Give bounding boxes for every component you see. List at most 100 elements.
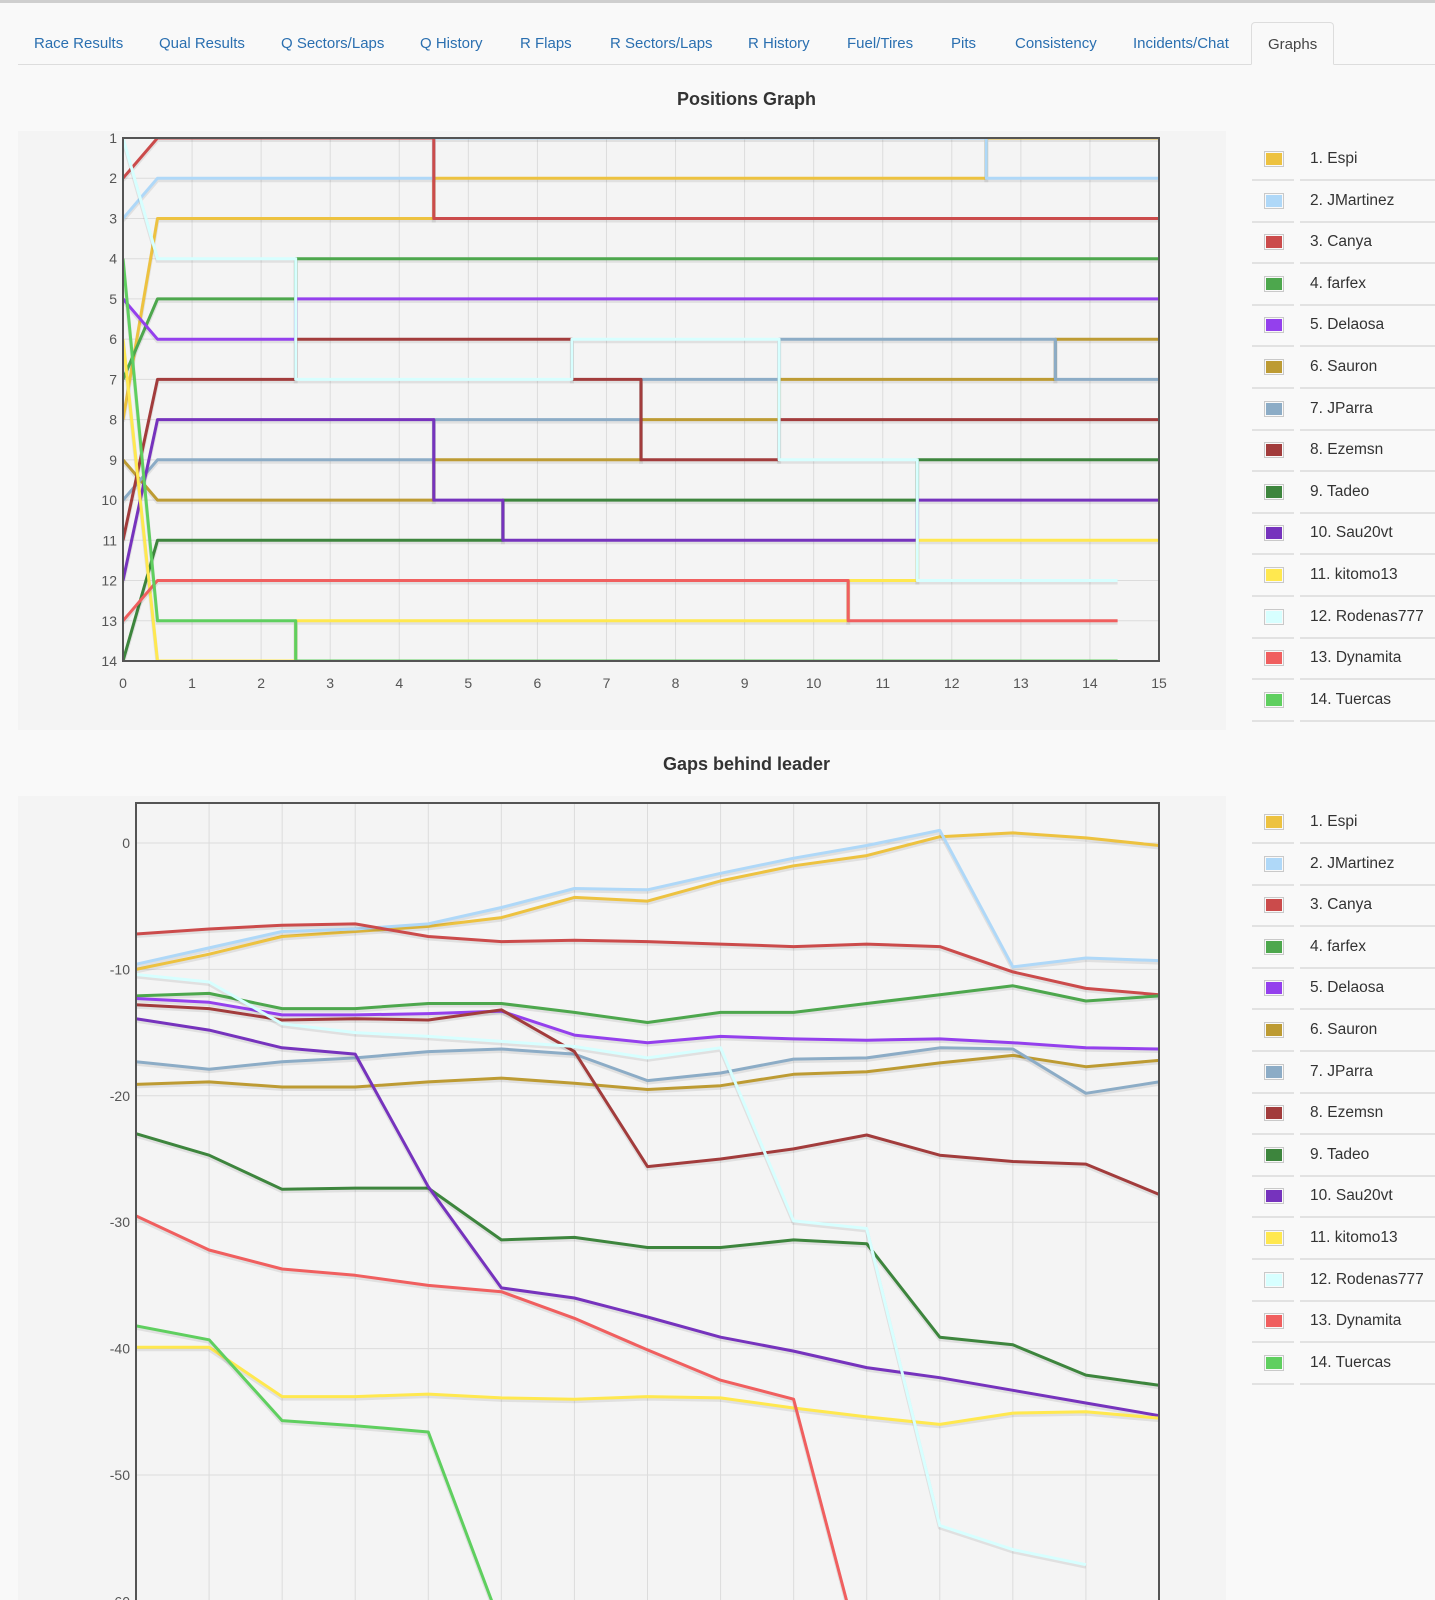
legend-divider bbox=[1252, 883, 1294, 886]
legend-item-espi: 1. Espi bbox=[1252, 140, 1435, 181]
series-line-kitomo13 bbox=[136, 1345, 1159, 1426]
legend-divider bbox=[1252, 1216, 1294, 1219]
legend-divider bbox=[1300, 553, 1435, 556]
x-tick-label: 2 bbox=[257, 675, 265, 691]
series-line-delaosa bbox=[136, 997, 1159, 1051]
legend-swatch bbox=[1264, 483, 1284, 500]
x-tick-label: 10 bbox=[806, 675, 822, 691]
legend-divider bbox=[1252, 553, 1294, 556]
tab-r-history[interactable]: R History bbox=[748, 35, 810, 52]
legend-swatch bbox=[1264, 938, 1284, 955]
y-tick-label: 11 bbox=[102, 532, 117, 548]
legend-label: 6. Sauron bbox=[1310, 1021, 1378, 1038]
tab-race-results[interactable]: Race Results bbox=[34, 35, 124, 52]
legend-divider bbox=[1300, 842, 1435, 844]
x-tick-label: 14 bbox=[1082, 675, 1098, 691]
plot-border bbox=[122, 137, 1160, 662]
tick-labels: 0 -10 -20 -30 -40 -50 -60 bbox=[110, 835, 130, 1600]
series-line-jmartinez bbox=[123, 138, 1159, 220]
legend-item-canya: 3. Canya bbox=[1252, 223, 1435, 265]
series-shadow bbox=[136, 832, 1159, 974]
x-tick-label: 1 bbox=[188, 675, 196, 691]
y-tick-label: 4 bbox=[109, 251, 117, 267]
legend-item-sauron: 6. Sauron bbox=[1252, 348, 1435, 389]
legend-item-ezemsn: 8. Ezemsn bbox=[1252, 431, 1435, 473]
legend-divider bbox=[1300, 1091, 1435, 1094]
legend-divider bbox=[1300, 1299, 1435, 1302]
legend-swatch bbox=[1264, 1313, 1284, 1330]
legend-divider bbox=[1252, 636, 1294, 639]
legend-item-jmartinez: 2. JMartinez bbox=[1252, 845, 1435, 886]
tab-r-sectors-laps[interactable]: R Sectors/Laps bbox=[610, 35, 713, 52]
legend-divider bbox=[1300, 387, 1435, 389]
chart-background bbox=[18, 131, 1226, 730]
legend-divider bbox=[1300, 1008, 1435, 1011]
x-tick-label: 4 bbox=[395, 675, 403, 691]
legend-divider bbox=[1252, 966, 1294, 969]
legend-divider bbox=[1252, 220, 1294, 223]
y-tick-label: -20 bbox=[110, 1088, 130, 1104]
legend-divider bbox=[1252, 470, 1294, 473]
legend-divider bbox=[1300, 678, 1435, 681]
tab-r-flaps[interactable]: R Flaps bbox=[520, 35, 572, 52]
legend-item-rodenas777: 12. Rodenas777 bbox=[1252, 1261, 1435, 1302]
legend-label: 3. Canya bbox=[1310, 233, 1373, 251]
x-tick-label: 11 bbox=[875, 675, 890, 691]
series-shadow bbox=[123, 138, 1159, 223]
legend-label: 12. Rodenas777 bbox=[1310, 1270, 1424, 1288]
legend-swatch bbox=[1264, 1022, 1284, 1038]
tab-qual-results[interactable]: Qual Results bbox=[159, 35, 245, 52]
tab-incidents-chat[interactable]: Incidents/Chat bbox=[1133, 35, 1229, 52]
legend-item-espi: 1. Espi bbox=[1252, 803, 1435, 844]
series-shadow bbox=[123, 580, 1118, 625]
legend-swatch bbox=[1264, 1146, 1284, 1163]
series-line-espi bbox=[136, 831, 1159, 971]
tab-graphs[interactable]: Graphs bbox=[1251, 22, 1335, 65]
legend-divider bbox=[1300, 303, 1435, 306]
legend-label: 11. kitomo13 bbox=[1310, 1229, 1398, 1246]
legend-divider bbox=[1300, 1216, 1435, 1219]
legend-item-sauron: 6. Sauron bbox=[1252, 1011, 1435, 1052]
legend-swatch bbox=[1264, 691, 1284, 708]
tab-consistency[interactable]: Consistency bbox=[1015, 35, 1097, 52]
series-shadow bbox=[123, 298, 1159, 344]
series-shadow bbox=[136, 1325, 493, 1600]
tab-q-sectors-laps[interactable]: Q Sectors/Laps bbox=[281, 35, 385, 52]
legend-divider bbox=[1252, 387, 1294, 389]
legend-label: 11. kitomo13 bbox=[1310, 566, 1398, 583]
legend-divider bbox=[1252, 1299, 1294, 1302]
legend-label: 3. Canya bbox=[1310, 896, 1373, 914]
series-shadow bbox=[123, 419, 1159, 583]
series-line-canya bbox=[123, 138, 1159, 220]
x-tick-label: 3 bbox=[326, 675, 334, 691]
y-tick-label: 0 bbox=[122, 835, 130, 851]
tab-q-history[interactable]: Q History bbox=[420, 35, 483, 52]
legend-divider bbox=[1252, 678, 1294, 681]
tab-bar: Race Results Qual Results Q Sectors/Laps Q … bbox=[18, 22, 1435, 65]
positions-chart-title: Positions Graph bbox=[676, 89, 817, 109]
x-tick-label: 7 bbox=[603, 675, 611, 691]
legend-label: 8. Ezemsn bbox=[1310, 441, 1384, 459]
tab-pits[interactable]: Pits bbox=[951, 35, 977, 52]
legend-item-delaosa: 5. Delaosa bbox=[1252, 969, 1435, 1011]
legend-label: 6. Sauron bbox=[1310, 358, 1378, 375]
legend-divider bbox=[1252, 1008, 1294, 1011]
y-tick-label: 5 bbox=[109, 291, 117, 307]
series-shadow bbox=[123, 138, 1159, 222]
series-line-tadeo bbox=[123, 458, 1159, 661]
legend-label: 5. Delaosa bbox=[1310, 316, 1385, 334]
legend-divider bbox=[1300, 428, 1435, 431]
y-tick-label: 7 bbox=[109, 371, 117, 387]
legend-item-dynamita: 13. Dynamita bbox=[1252, 1302, 1435, 1344]
legend-divider bbox=[1300, 470, 1435, 473]
series-line-dynamita bbox=[136, 1214, 848, 1600]
tab-fuel-tires[interactable]: Fuel/Tires bbox=[847, 35, 914, 52]
series-lines bbox=[123, 138, 1159, 661]
legend-divider bbox=[1300, 220, 1435, 223]
legend-divider bbox=[1300, 1050, 1435, 1052]
legend-item-jparra: 7. JParra bbox=[1252, 390, 1435, 431]
legend-label: 10. Sau20vt bbox=[1310, 1187, 1393, 1205]
legend-swatch bbox=[1264, 567, 1284, 583]
